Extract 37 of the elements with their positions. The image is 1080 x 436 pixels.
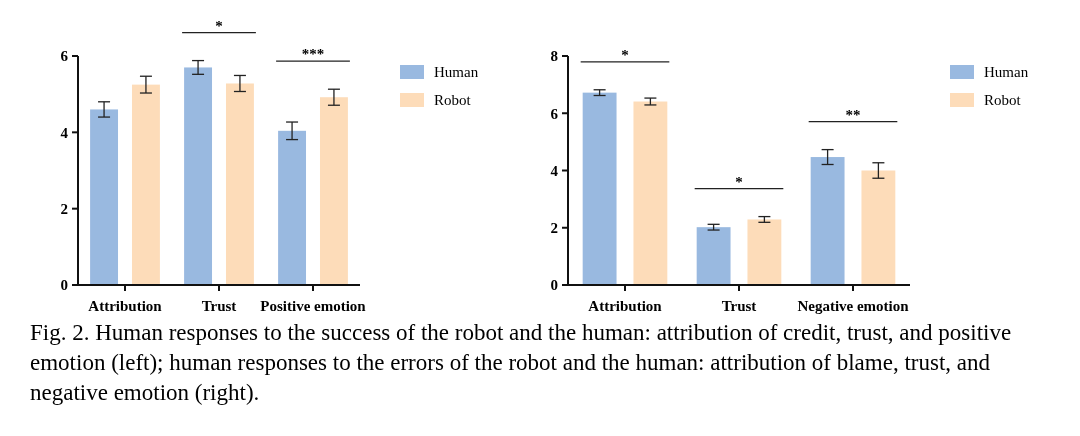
bar — [225, 83, 254, 285]
annotation: *** — [301, 46, 325, 63]
bar — [582, 92, 617, 285]
legend-label: Human — [984, 64, 1029, 81]
y-tick-label: 0 — [60, 277, 68, 294]
annotation: ** — [845, 106, 861, 123]
bar — [131, 84, 160, 285]
y-tick-label: 2 — [60, 200, 68, 217]
y-tick-label: 6 — [60, 48, 69, 65]
bar — [319, 97, 348, 285]
bar — [696, 227, 731, 285]
caption: Fig. 2. Human responses to the success of the robot and the human: attribution of credit, trust, and positive emotion (left); human responses to the errors of the robot and the human: attribution of blame, trust, and negative emotion (right). — [29, 319, 1013, 407]
y-tick-label: 4 — [550, 162, 559, 179]
legend-label: Human — [434, 64, 479, 81]
x-tick-label: Attribution — [588, 298, 663, 314]
x-tick-label: Negative emotion — [797, 298, 910, 314]
x-tick-label: Positive emotion — [260, 298, 367, 314]
bar — [633, 101, 668, 285]
bar — [184, 67, 213, 285]
text: * — [215, 17, 223, 34]
y-tick-label: 6 — [550, 105, 559, 122]
bar — [278, 130, 307, 285]
x-tick-label: Attribution — [88, 298, 163, 314]
bar — [90, 109, 119, 285]
x-tick-label: Trust — [201, 298, 237, 314]
annotation: * — [621, 46, 629, 63]
y-tick-label: 2 — [550, 220, 558, 236]
legend-label: Robot — [984, 92, 1022, 109]
annotation: * — [735, 173, 743, 190]
x-tick-label: Trust — [721, 298, 757, 314]
y-tick-label: 0 — [550, 277, 558, 294]
legend-label: Robot — [434, 92, 472, 109]
bar — [861, 170, 896, 285]
y-tick-label: 4 — [60, 124, 69, 141]
bar — [810, 157, 845, 285]
bar — [747, 219, 782, 285]
y-tick-label: 8 — [550, 48, 558, 65]
